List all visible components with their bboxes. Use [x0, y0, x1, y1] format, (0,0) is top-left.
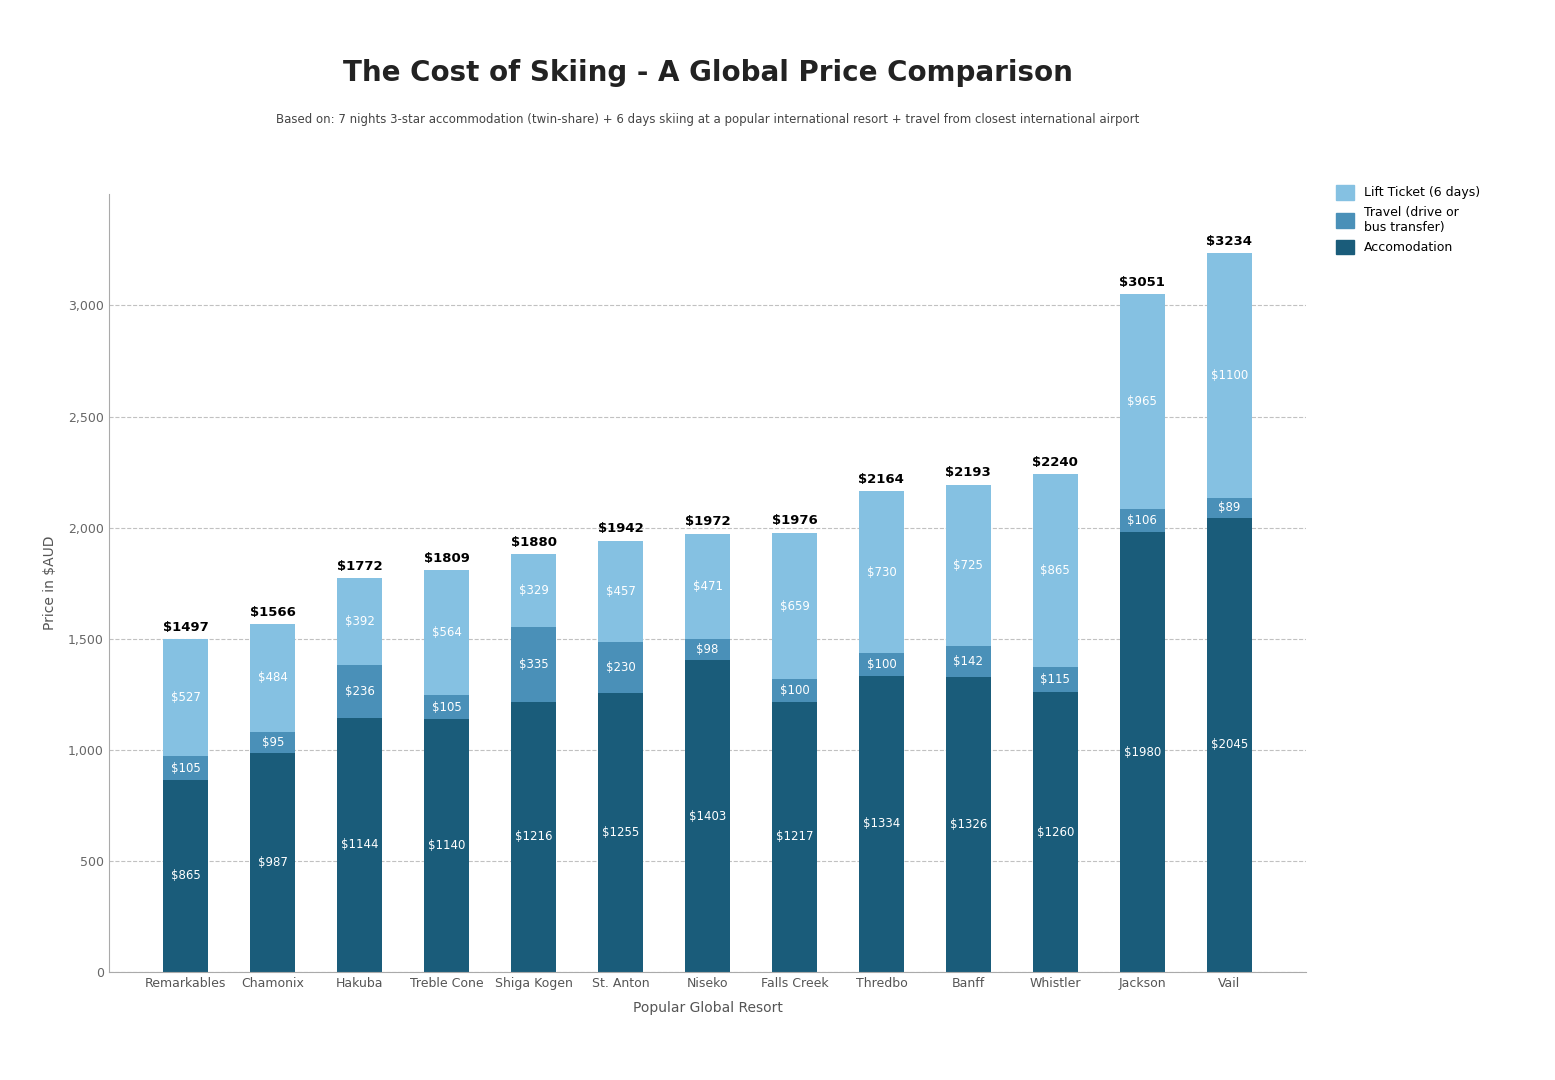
Text: $457: $457 [605, 584, 636, 598]
Bar [512, 554, 557, 627]
Text: $100: $100 [779, 684, 809, 697]
Text: $987: $987 [258, 855, 288, 868]
Text: $1972: $1972 [684, 515, 731, 528]
Bar [163, 639, 208, 756]
Bar [858, 676, 903, 972]
Text: $3051: $3051 [1120, 275, 1165, 288]
Bar [858, 653, 903, 676]
Legend: Lift Ticket (6 days), Travel (drive or
bus transfer), Accomodation: Lift Ticket (6 days), Travel (drive or b… [1336, 185, 1480, 255]
Bar [771, 679, 816, 702]
Bar [1033, 474, 1078, 666]
Text: $1809: $1809 [425, 552, 470, 565]
Text: $730: $730 [866, 566, 896, 579]
Bar [599, 541, 644, 643]
Bar [1207, 517, 1252, 972]
Text: $527: $527 [171, 691, 201, 704]
Bar [599, 693, 644, 972]
Bar [599, 643, 644, 693]
Text: $484: $484 [258, 672, 288, 685]
Text: $392: $392 [345, 616, 375, 629]
Bar [1120, 509, 1165, 532]
Bar [684, 534, 731, 638]
Bar [771, 534, 816, 679]
Bar [250, 624, 295, 731]
Bar [337, 578, 383, 665]
Bar [1207, 254, 1252, 498]
Text: $89: $89 [1218, 501, 1241, 514]
Text: $1260: $1260 [1037, 825, 1075, 838]
Text: $106: $106 [1127, 514, 1157, 527]
Text: $1403: $1403 [689, 810, 726, 823]
Bar [425, 718, 470, 972]
Text: $1144: $1144 [341, 838, 378, 851]
Text: $1100: $1100 [1210, 369, 1247, 382]
Text: $230: $230 [606, 661, 636, 674]
Bar [858, 491, 903, 653]
Text: $659: $659 [779, 599, 810, 612]
Text: $1140: $1140 [428, 839, 465, 852]
Text: $2045: $2045 [1210, 739, 1247, 752]
Text: $100: $100 [866, 658, 896, 671]
Text: $329: $329 [519, 584, 549, 597]
Bar [945, 485, 991, 646]
Text: $865: $865 [1040, 564, 1070, 577]
Bar [1120, 294, 1165, 509]
Text: $236: $236 [345, 685, 375, 698]
Text: $2240: $2240 [1033, 456, 1078, 469]
Text: $3234: $3234 [1207, 235, 1252, 248]
Text: Based on: 7 nights 3-star accommodation (twin-share) + 6 days skiing at a popula: Based on: 7 nights 3-star accommodation … [275, 113, 1140, 126]
Text: $865: $865 [171, 869, 201, 882]
Text: $335: $335 [519, 658, 549, 671]
Bar [945, 677, 991, 972]
Bar [337, 665, 383, 718]
Text: $1566: $1566 [250, 606, 295, 619]
Text: $965: $965 [1127, 395, 1157, 408]
Bar [1207, 498, 1252, 517]
Text: $1980: $1980 [1124, 745, 1162, 758]
Text: $1334: $1334 [863, 818, 900, 831]
Bar [684, 638, 731, 660]
Bar [163, 756, 208, 780]
Text: $1976: $1976 [771, 514, 818, 527]
X-axis label: Popular Global Resort: Popular Global Resort [633, 1001, 782, 1015]
Bar [1033, 666, 1078, 692]
Text: $1772: $1772 [337, 559, 383, 572]
Bar [337, 718, 383, 972]
Text: $564: $564 [432, 626, 462, 639]
Text: $725: $725 [953, 558, 983, 571]
Text: $1255: $1255 [602, 826, 639, 839]
Bar [250, 731, 295, 753]
Text: $1942: $1942 [597, 522, 644, 535]
Text: The Cost of Skiing - A Global Price Comparison: The Cost of Skiing - A Global Price Comp… [342, 59, 1073, 87]
Bar [425, 570, 470, 696]
Text: $105: $105 [432, 701, 462, 714]
Text: $1880: $1880 [510, 536, 557, 549]
Bar [250, 753, 295, 972]
Text: $2164: $2164 [858, 473, 905, 486]
Bar [512, 627, 557, 702]
Text: $1326: $1326 [950, 819, 987, 832]
Text: $1217: $1217 [776, 831, 813, 843]
Bar [1033, 692, 1078, 972]
Text: $2193: $2193 [945, 467, 991, 480]
Text: $142: $142 [953, 656, 983, 669]
Bar [163, 780, 208, 972]
Bar [945, 646, 991, 677]
Text: $1497: $1497 [163, 621, 208, 634]
Text: $105: $105 [171, 761, 201, 774]
Text: $115: $115 [1040, 673, 1070, 686]
Bar [425, 696, 470, 718]
Bar [771, 702, 816, 972]
Bar [1120, 532, 1165, 972]
Text: $98: $98 [697, 643, 718, 656]
Y-axis label: Price in $AUD: Price in $AUD [44, 536, 58, 631]
Text: $471: $471 [692, 580, 723, 593]
Text: $95: $95 [261, 735, 285, 748]
Text: $1216: $1216 [515, 831, 552, 843]
Bar [684, 660, 731, 972]
Bar [512, 702, 557, 972]
